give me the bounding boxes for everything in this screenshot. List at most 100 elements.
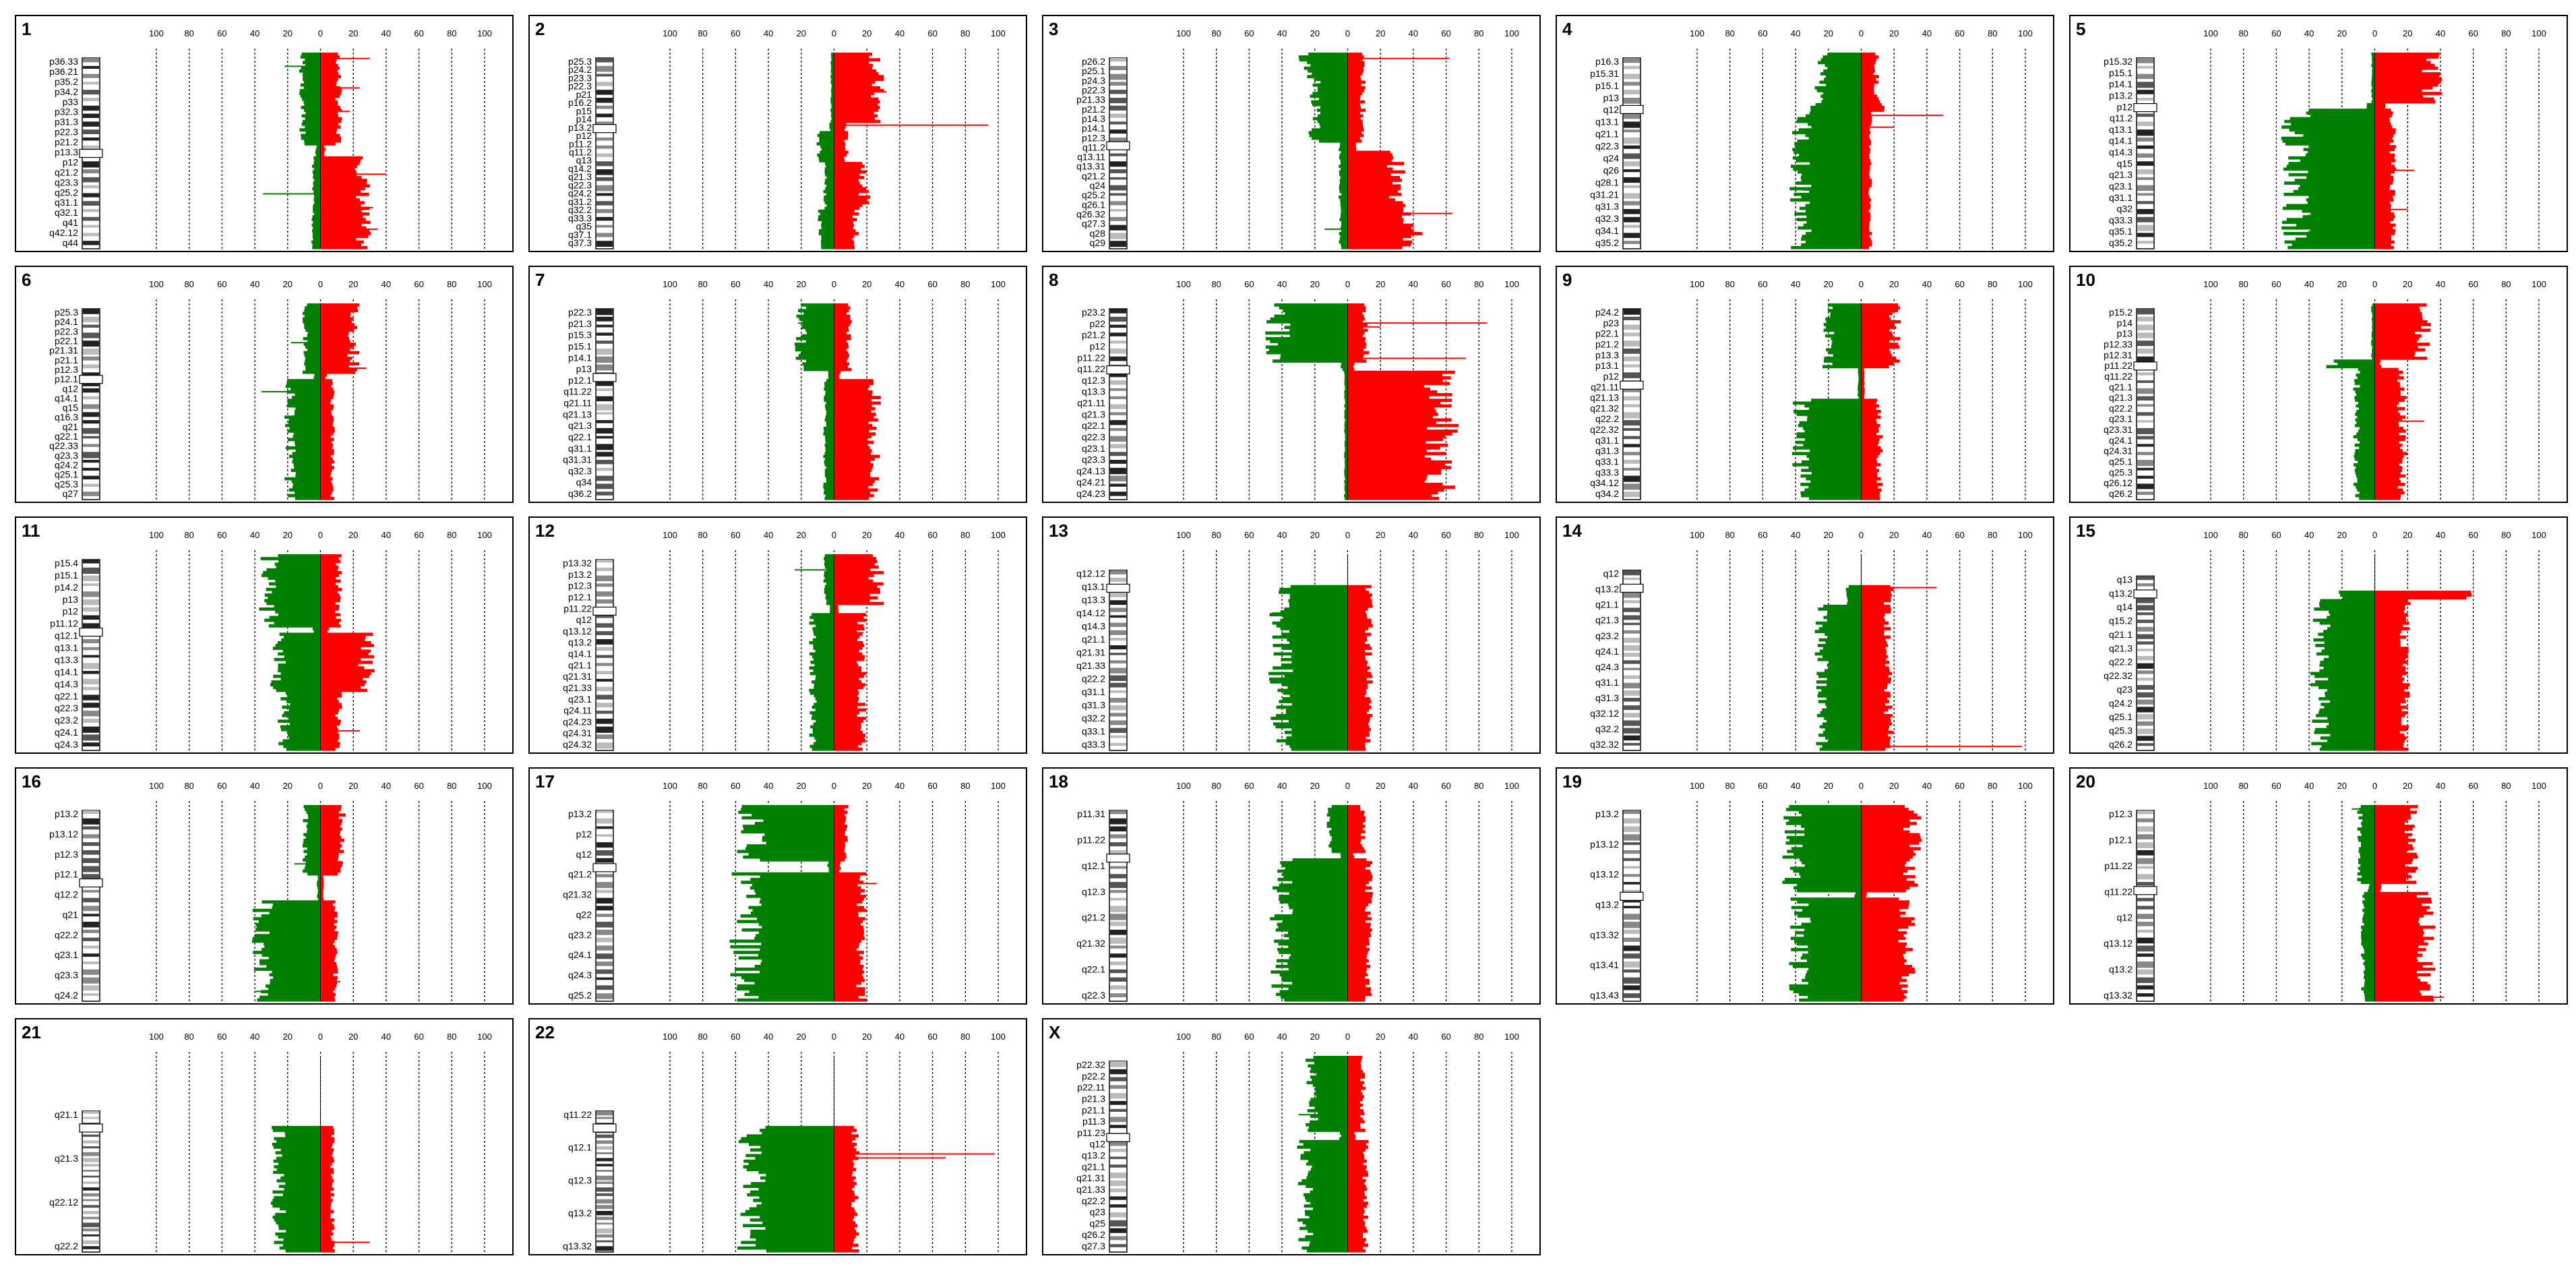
loss-bar [824,587,834,591]
axis-tick-label: 60 [1955,781,1964,791]
gain-bar [320,730,338,734]
gain-bar [1347,747,1366,751]
gain-bar [1347,1120,1365,1124]
gain-bar [1861,632,1884,636]
loss-bar [288,736,321,740]
ideogram-band [596,1187,613,1192]
loss-bar [2364,995,2375,999]
gain-bar [2374,477,2400,481]
loss-bar [287,401,321,405]
ideogram-band [596,1117,613,1119]
loss-bar [1805,973,1862,977]
loss-bar [292,452,321,456]
loss-bar [303,351,321,355]
loss-bar [1313,1232,1348,1236]
loss-bar [1306,1176,1348,1180]
gain-bar [320,810,339,814]
gain-bar [1861,407,1876,411]
ideogram-band [1624,185,1640,188]
loss-bar [285,691,321,695]
gain-bar [1861,466,1876,469]
loss-bar [741,928,834,932]
gain-bar [2374,627,2410,630]
ideogram-band [596,961,613,966]
gain-bar [1347,819,1366,823]
gain-bar [320,175,362,179]
gain-bar [834,94,871,98]
ideogram-band [596,1193,613,1196]
ideogram-band [1110,577,1126,583]
gain-bar [2374,953,2423,957]
loss-bar [2354,443,2375,447]
loss-bar [2286,204,2375,208]
loss-bar [262,948,321,951]
gain-bar [2374,348,2426,352]
loss-bar [1803,443,1862,447]
loss-bar [1289,694,1348,698]
gain-bar [320,998,336,1002]
ideogram-band [1110,153,1126,156]
ideogram-band [83,372,99,377]
gain-bar [1861,173,1870,177]
loss-bar [1345,398,1348,403]
gain-bar [320,452,334,456]
loss-bar [801,326,834,330]
gain-bar [1347,1086,1366,1090]
gain-bar [2374,167,2397,171]
ideogram-band [1110,1172,1126,1179]
axis-tick-label: 40 [1791,781,1800,791]
band-label: p12.3 [1082,132,1105,143]
ideogram-band [1624,161,1640,167]
gain-bar [1347,627,1369,630]
gain-bar [320,574,340,577]
gain-bar [1861,165,1870,169]
loss-bar [1312,92,1348,95]
ideogram-band [83,866,99,872]
loss-bar [1791,948,1862,951]
ideogram-band [1110,444,1126,448]
axis-tick-label: 0 [1859,279,1864,289]
loss-bar [1314,78,1348,82]
loss-bar [2355,494,2375,498]
loss-bar [1344,471,1348,475]
loss-bar [275,1212,321,1216]
gain-bar [834,471,870,475]
loss-bar [301,122,321,126]
gain-bar [2374,340,2418,343]
loss-bar [738,956,834,960]
gain-bar [2374,630,2402,633]
gain-bar [320,1154,332,1158]
loss-bar [1265,331,1348,335]
band-label: q26.1 [1082,199,1105,210]
gain-bar [1347,931,1371,934]
loss-bar [276,1179,321,1183]
loss-bar [2319,601,2375,605]
loss-bar [816,700,834,703]
loss-bar [284,1187,321,1191]
loss-bar [2359,440,2375,444]
loss-bar [1341,206,1348,210]
ideogram-band [2137,866,2153,869]
gain-bar [1347,895,1373,898]
loss-bar [1304,1204,1348,1208]
loss-bar [824,198,834,202]
loss-bar [1269,613,1348,617]
band-label: p35.2 [55,76,78,87]
loss-bar [760,1146,834,1149]
loss-bar [272,1190,321,1194]
ideogram-band [1624,356,1640,361]
ideogram-band [1624,82,1640,86]
gain-bar [834,576,869,581]
loss-bar [2359,426,2375,430]
ideogram-band [1624,653,1640,657]
gain-bar [1347,139,1362,143]
axis-tick-label: 80 [184,279,193,289]
gain-bar [834,314,851,318]
chromosome-plot: 100 80 60 40 20 0 20 40 60 80 100p15.32p15.1p14.1p… [2104,28,2546,249]
chromosome-number: 21 [22,1022,41,1042]
ideogram-band [1110,113,1126,118]
gain-bar [1861,864,1905,868]
loss-bar [2319,604,2375,608]
loss-bar [307,340,321,343]
ideogram [79,1110,103,1253]
